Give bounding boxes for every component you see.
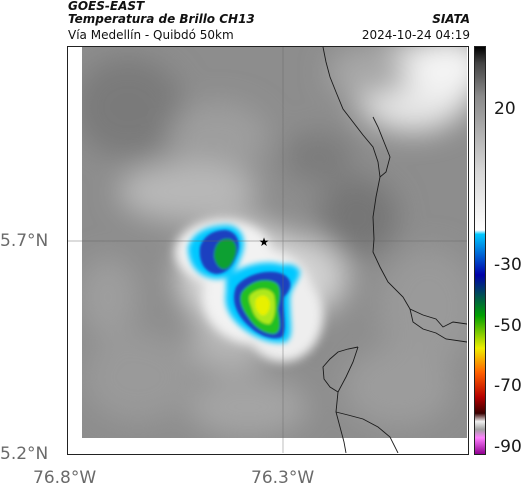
colorbar-tick-label: -70: [494, 376, 522, 396]
product-title: Temperatura de Brillo CH13: [68, 12, 255, 26]
star-icon: ★: [259, 235, 270, 249]
gridlines: [68, 47, 467, 453]
region-label: Vía Medellín - Quibdó 50km: [68, 28, 234, 42]
y-tick-label: 5.2°N: [0, 444, 49, 464]
colorbar-tick-label: 20: [494, 99, 516, 119]
brightness-temperature-field: ★: [68, 47, 468, 454]
colorbar-tick-label: -50: [494, 316, 522, 336]
timestamp: 2024-10-24 04:19: [361, 28, 470, 42]
department-boundaries: [322, 47, 468, 454]
colorbar: [474, 46, 486, 455]
organization-label: SIATA: [432, 12, 470, 26]
satellite-map: ★: [67, 46, 469, 455]
colorbar-tick-label: -30: [494, 255, 522, 275]
colorbar-tick-label: -90: [494, 437, 522, 457]
satellite-name: GOES-EAST: [68, 0, 145, 13]
x-tick-label: 76.8°W: [33, 468, 97, 488]
x-tick-label: 76.3°W: [251, 468, 315, 488]
y-tick-label: 5.7°N: [0, 231, 49, 251]
